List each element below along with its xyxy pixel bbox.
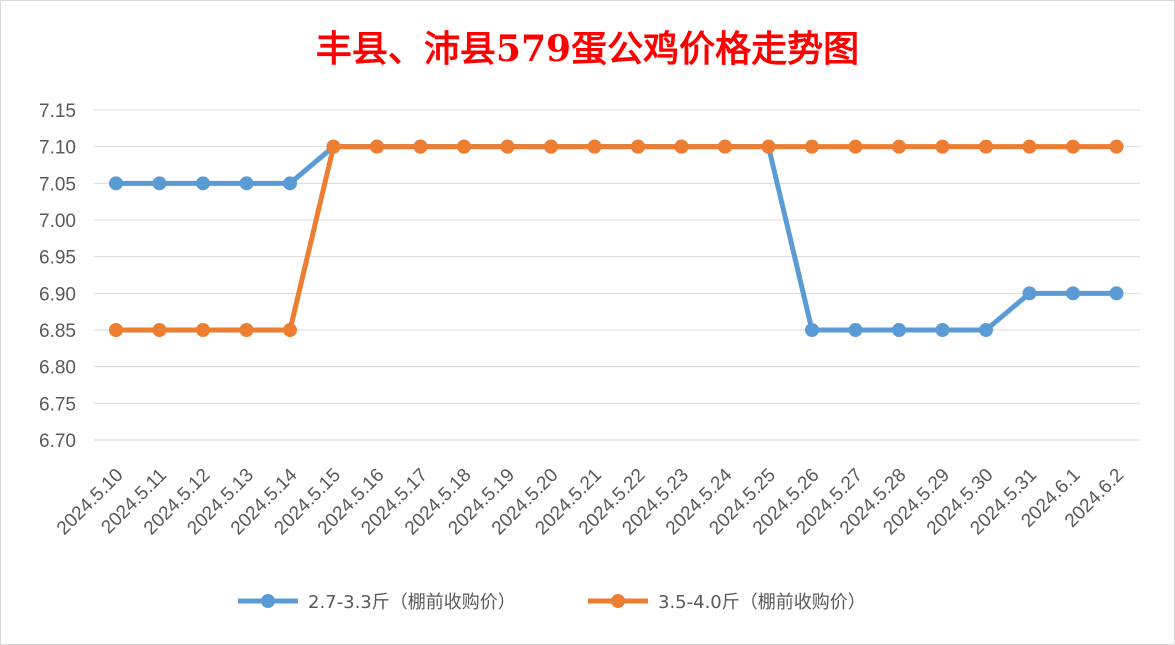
y-tick-label: 6.75 — [39, 394, 76, 415]
legend-label: 2.7-3.3斤（棚前收购价） — [308, 592, 516, 613]
legend-swatch-marker — [611, 594, 625, 608]
data-point — [1066, 286, 1080, 301]
y-tick-label: 6.95 — [39, 248, 76, 269]
data-point — [1109, 139, 1124, 154]
y-tick-label: 6.85 — [39, 321, 76, 342]
data-point — [326, 139, 341, 154]
y-tick-label: 7.10 — [39, 138, 76, 159]
legend-item-2: 3.5-4.0斤（棚前收购价） — [588, 592, 866, 613]
data-point — [283, 323, 297, 337]
data-point — [544, 139, 558, 154]
y-tick-label: 6.80 — [39, 358, 76, 379]
y-tick-label: 7.15 — [39, 101, 76, 122]
data-point — [587, 139, 602, 154]
data-point — [761, 139, 776, 154]
data-point — [239, 176, 254, 191]
data-point — [413, 139, 428, 154]
data-point — [979, 323, 993, 337]
data-point — [152, 176, 167, 191]
series-2 — [109, 139, 1124, 337]
gridlines — [94, 109, 1140, 441]
data-point — [892, 139, 906, 154]
data-point — [196, 323, 210, 337]
y-tick-label: 6.90 — [39, 284, 76, 305]
data-point — [631, 139, 645, 154]
series-line — [116, 144, 1117, 333]
data-point — [805, 323, 819, 337]
data-point — [283, 176, 297, 191]
data-point — [935, 139, 950, 154]
data-point — [1109, 286, 1124, 301]
data-point — [457, 139, 471, 154]
data-point — [239, 323, 254, 337]
legend: 2.7-3.3斤（棚前收购价） 3.5-4.0斤（棚前收购价） — [238, 592, 866, 613]
series-1 — [109, 139, 1124, 337]
data-point — [674, 139, 689, 154]
data-point — [152, 323, 167, 337]
data-point — [1022, 286, 1037, 301]
data-point — [848, 139, 863, 154]
legend-swatch-marker — [261, 594, 275, 608]
data-point — [979, 139, 993, 154]
data-point — [805, 139, 819, 154]
data-point — [935, 323, 950, 337]
y-tick-label: 7.00 — [39, 211, 76, 232]
legend-label: 3.5-4.0斤（棚前收购价） — [658, 592, 866, 613]
data-point — [1066, 139, 1080, 154]
series-line — [116, 144, 1117, 333]
data-point — [370, 139, 384, 154]
data-point — [500, 139, 515, 154]
y-tick-label: 7.05 — [39, 174, 76, 195]
chart-title: 丰县、沛县579蛋公鸡价格走势图 — [315, 28, 860, 70]
y-axis-ticks: 7.15 7.10 7.05 7.00 6.95 6.90 6.85 6.80 6.75 6.70 — [39, 101, 76, 452]
data-point — [196, 176, 210, 191]
data-point — [892, 323, 906, 337]
data-point — [1022, 139, 1037, 154]
legend-item-1: 2.7-3.3斤（棚前收购价） — [238, 592, 516, 613]
data-point — [109, 323, 123, 337]
y-tick-label: 6.70 — [39, 431, 76, 452]
x-axis-ticks: 2024.5.102024.5.112024.5.122024.5.132024… — [53, 464, 1128, 539]
series-layer — [109, 139, 1124, 337]
data-point — [848, 323, 863, 337]
data-point — [109, 176, 123, 191]
data-point — [718, 139, 732, 154]
